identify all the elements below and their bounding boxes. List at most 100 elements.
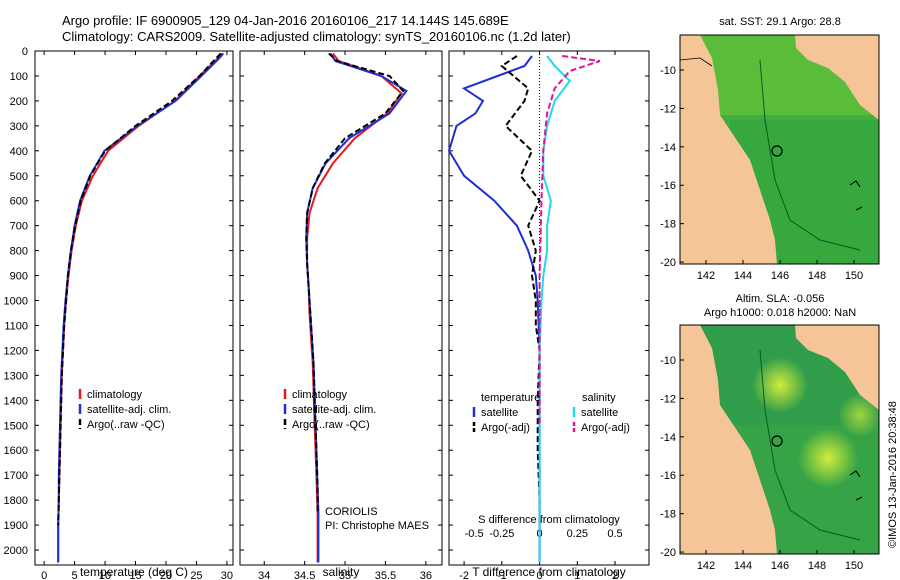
argo-location-marker	[771, 145, 783, 157]
map-y-tick-label: -14	[660, 142, 676, 154]
depth-tick-label: 700	[10, 221, 28, 233]
sst-map	[680, 35, 879, 264]
x-axis-label: T difference from climatology	[472, 565, 626, 579]
depth-tick-label: 1900	[4, 520, 28, 532]
map-y-tick-label: -18	[660, 509, 676, 521]
depth-tick-label: 400	[10, 146, 28, 158]
legend-label: Argo(-adj)	[581, 422, 630, 434]
argo-location-marker-sla	[771, 435, 783, 447]
depth-tick-label: 1400	[4, 395, 28, 407]
legend-label: Argo(..raw -QC)	[292, 419, 370, 431]
series-line-temperature-1	[57, 52, 225, 563]
map-y-tick-label: -12	[660, 103, 676, 115]
map-y-tick-label: -14	[660, 432, 676, 444]
plot-frame-temperature	[34, 50, 234, 566]
map-x-tick-label: 148	[808, 270, 826, 282]
series-line-temperature-2	[57, 52, 222, 526]
legend-label: climatology	[292, 389, 348, 401]
coriolis-label: CORIOLIS	[325, 506, 378, 518]
legend-label: Argo(..raw -QC)	[87, 419, 165, 431]
depth-tick-label: 1200	[4, 345, 28, 357]
depth-tick-label: 1800	[4, 495, 28, 507]
x-tick-label: -2	[459, 570, 469, 580]
plot-frame-salinity	[239, 50, 443, 566]
map-x-tick-label: 146	[771, 560, 789, 572]
map-y-tick-label: -20	[660, 547, 676, 559]
map-y-tick-label: -16	[660, 180, 676, 192]
depth-tick-label: 600	[10, 196, 28, 208]
depth-tick-label: 500	[10, 171, 28, 183]
series-line-salinity-1	[305, 52, 408, 563]
x-tick-label: 36	[420, 570, 432, 580]
depth-tick-label: 1500	[4, 420, 28, 432]
legend-label: climatology	[87, 389, 143, 401]
series-line-difference-2	[538, 55, 572, 563]
series-line-difference-0	[447, 55, 541, 563]
sla-map-subtitle: Argo h1000: 0.018 h2000: NaN	[704, 307, 856, 319]
x-axis-label: temperature (deg C)	[80, 565, 188, 579]
depth-tick-label: 900	[10, 271, 28, 283]
legend-label: satellite	[581, 407, 618, 419]
x-tick-label: 15	[129, 570, 141, 580]
map-x-tick-label: 148	[808, 560, 826, 572]
x-tick-label: 35.5	[375, 570, 396, 580]
series-line-temperature-0	[57, 52, 223, 563]
x-tick-label: 20	[160, 570, 172, 580]
s-tick-label: 0.5	[607, 528, 622, 540]
x-tick-label: 2	[612, 570, 618, 580]
depth-tick-label: 0	[22, 46, 28, 58]
imos-stamp: ©IMOS 13-Jan-2016 20:38:48	[887, 401, 899, 548]
map-x-tick-label: 144	[734, 270, 752, 282]
legend-label: satellite-adj. clim.	[87, 404, 171, 416]
depth-tick-label: 300	[10, 121, 28, 133]
map-x-tick-label: 144	[734, 560, 752, 572]
x-tick-label: 30	[221, 570, 233, 580]
s-tick-label: -0.5	[465, 528, 484, 540]
map-x-tick-label: 150	[845, 560, 863, 572]
series-line-difference-3	[538, 55, 601, 426]
figure-title-line1: Argo profile: IF 6900905_129 04-Jan-2016…	[62, 13, 509, 28]
legend-label: Argo(-adj)	[481, 422, 530, 434]
map-y-tick-label: -16	[660, 470, 676, 482]
map-x-tick-label: 146	[771, 270, 789, 282]
depth-tick-label: 1100	[4, 320, 28, 332]
legend-label: satellite	[481, 407, 518, 419]
legend-title-salinity: salinity	[582, 392, 616, 404]
depth-tick-label: 200	[10, 96, 28, 108]
figure-title-line2: Climatology: CARS2009. Satellite-adjuste…	[62, 29, 571, 44]
depth-tick-label: 1600	[4, 445, 28, 457]
x-tick-label: 1	[574, 570, 580, 580]
x-tick-label: 25	[190, 570, 202, 580]
legend-title-temperature: temperature	[481, 392, 540, 404]
x-axis-label-salinity: S difference from climatology	[478, 514, 620, 526]
sla-map-title: Altim. SLA: -0.056	[736, 293, 825, 305]
x-tick-label: 35	[339, 570, 351, 580]
map-y-tick-label: -10	[660, 355, 676, 367]
depth-tick-label: 1700	[4, 470, 28, 482]
sst-map-title: sat. SST: 29.1 Argo: 28.8	[719, 16, 841, 28]
map-y-tick-label: -18	[660, 219, 676, 231]
series-line-salinity-2	[305, 52, 405, 513]
s-tick-label: -0.25	[489, 528, 514, 540]
map-y-tick-label: -12	[660, 393, 676, 405]
depth-tick-label: 2000	[4, 545, 28, 557]
x-tick-label: 34.5	[294, 570, 315, 580]
legend-label: satellite-adj. clim.	[292, 404, 376, 416]
plot-frame-difference	[448, 50, 650, 566]
x-tick-label: 5	[72, 570, 78, 580]
map-x-tick-label: 142	[697, 270, 715, 282]
x-axis-label: salinity	[323, 565, 360, 579]
map-y-tick-label: -10	[660, 65, 676, 77]
sla-map	[680, 325, 879, 554]
depth-tick-label: 800	[10, 246, 28, 258]
x-tick-label: 34	[258, 570, 270, 580]
map-x-tick-label: 150	[845, 270, 863, 282]
x-tick-label: 0	[41, 570, 47, 580]
depth-tick-label: 100	[10, 71, 28, 83]
x-tick-label: 0	[537, 570, 543, 580]
series-line-salinity-0	[306, 52, 403, 563]
x-tick-label: 10	[99, 570, 111, 580]
depth-tick-label: 1300	[4, 370, 28, 382]
